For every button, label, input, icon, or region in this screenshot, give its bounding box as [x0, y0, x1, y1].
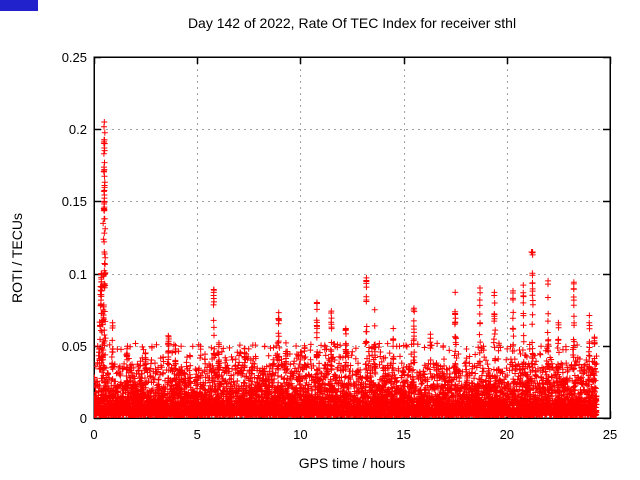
y-tick-label: 0.05	[61, 338, 87, 354]
x-tick-label: 25	[602, 427, 618, 442]
corner-marker	[0, 0, 38, 11]
y-axis-label: ROTI / TECUs	[9, 213, 25, 303]
x-tick-label: 5	[193, 427, 201, 442]
y-tick-label: 0.2	[68, 122, 87, 138]
chart-title: Day 142 of 2022, Rate Of TEC Index for r…	[187, 15, 517, 31]
y-tick-label: 0.15	[61, 194, 87, 210]
x-tick-label: 20	[499, 427, 515, 442]
y-tick-label: 0	[79, 411, 87, 426]
x-tick-label: 15	[396, 427, 411, 442]
x-tick-label: 0	[90, 427, 98, 442]
y-tick-label: 0.25	[61, 50, 87, 65]
y-tick-label: 0.1	[68, 266, 87, 282]
x-tick-label: 10	[293, 427, 308, 442]
x-axis-label: GPS time / hours	[298, 455, 406, 471]
